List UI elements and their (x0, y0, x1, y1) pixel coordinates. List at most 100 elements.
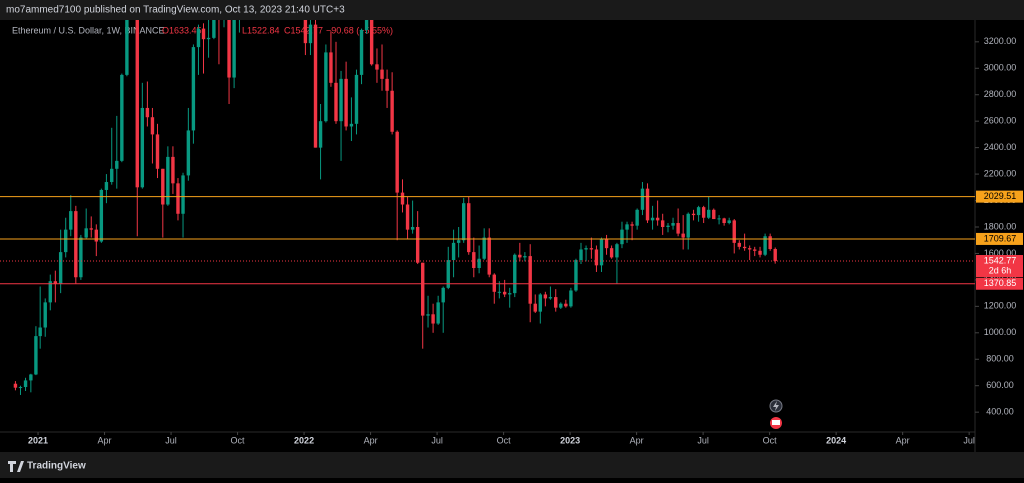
candle-body (508, 293, 512, 295)
y-tick-label: 3000.00 (984, 63, 1017, 73)
y-tick-label: 3200.00 (984, 36, 1017, 46)
candle-body (650, 217, 655, 221)
y-tick-label: 1000.00 (984, 327, 1017, 337)
candle-body (145, 107, 150, 118)
candle-body (64, 229, 68, 253)
candle-body (34, 336, 38, 375)
event-icons (769, 399, 783, 429)
candle-body (742, 246, 747, 249)
candle-body (554, 297, 558, 308)
candle-body (334, 82, 338, 122)
event-icon-glyph (773, 401, 779, 411)
candle-body (446, 260, 450, 288)
x-tick-label: Oct (231, 435, 246, 445)
candle-body (518, 254, 522, 258)
candle-body (186, 130, 191, 176)
candle-body (732, 220, 736, 243)
candle-body (666, 225, 670, 227)
price-label-box (976, 277, 1023, 290)
candle-body (538, 294, 543, 312)
candle-body (497, 291, 502, 293)
candle-body (181, 175, 185, 214)
candle-body (74, 211, 78, 278)
candle-body (528, 256, 532, 304)
candle-body (212, 20, 216, 38)
price-label-box (976, 190, 1023, 203)
x-tick-label: Jul (431, 435, 443, 445)
candle-body (441, 287, 445, 303)
candle-body (523, 256, 527, 258)
candle-body (375, 64, 379, 70)
candle-body (232, 20, 236, 78)
candle-body (533, 303, 537, 312)
candle-body (390, 90, 394, 132)
candle-body (354, 74, 359, 124)
y-tick-label: 2800.00 (984, 89, 1017, 99)
candle-body (645, 188, 650, 221)
x-tick-label: 2021 (28, 435, 48, 445)
candle-body (569, 290, 573, 307)
candle-body (349, 123, 354, 127)
chart-title: mo7ammed7100 published on TradingView.co… (6, 5, 345, 16)
candle-body (29, 374, 33, 381)
candle-body (329, 52, 333, 83)
x-tick-label: 2023 (560, 435, 580, 445)
y-tick-label: 600.00 (986, 380, 1014, 390)
candle-body (120, 74, 124, 161)
candle-body (620, 229, 624, 245)
candle-body (768, 236, 772, 250)
y-tick-label: 1200.00 (984, 301, 1017, 311)
candle-body (206, 37, 211, 40)
candle-body (594, 249, 599, 266)
candle-body (727, 220, 731, 224)
candle-body (410, 226, 415, 230)
candle-body (385, 78, 389, 91)
candle-body (18, 387, 23, 389)
candle-body (155, 134, 160, 169)
candle-body (707, 209, 711, 218)
candle-body (431, 314, 435, 324)
candle-body (115, 160, 119, 169)
candle-body (58, 252, 63, 284)
candle-body (166, 156, 170, 205)
candle-body (339, 78, 343, 122)
candle-body (69, 211, 73, 230)
candle-body (630, 224, 634, 226)
candle-body (599, 238, 604, 266)
candle-body (308, 24, 313, 44)
candle-body (482, 237, 486, 259)
candle-body (589, 248, 594, 250)
candle-body (176, 183, 180, 214)
candle-body (615, 244, 619, 258)
candle-body (461, 203, 466, 241)
candle-body (492, 274, 496, 292)
candle-body (99, 189, 104, 242)
candle-body (676, 223, 680, 234)
candle-body (456, 240, 461, 243)
candle-body (625, 224, 629, 230)
candle-body (196, 28, 201, 48)
candle-body (23, 380, 28, 388)
candle-body (436, 302, 440, 324)
candle-body (696, 207, 701, 216)
candle-body (686, 213, 690, 238)
candle-body (701, 207, 706, 218)
candle-body (753, 249, 757, 251)
candle-body (691, 213, 696, 216)
candle-body (737, 242, 741, 247)
candle-body (487, 237, 491, 275)
candle-body (477, 258, 481, 268)
y-tick-label: 2200.00 (984, 168, 1017, 178)
y-tick-label: 1800.00 (984, 221, 1017, 231)
candle-body (415, 226, 420, 263)
candle-body (84, 228, 88, 238)
candle-body (548, 297, 553, 299)
candle-body (125, 20, 129, 75)
candle-body (38, 327, 42, 337)
x-tick-label: Jul (697, 435, 709, 445)
legend-change: −90.68 (−5.55%) (326, 25, 393, 35)
x-tick-label: Apr (364, 435, 378, 445)
candle-body (110, 168, 114, 183)
candle-body (717, 218, 721, 220)
